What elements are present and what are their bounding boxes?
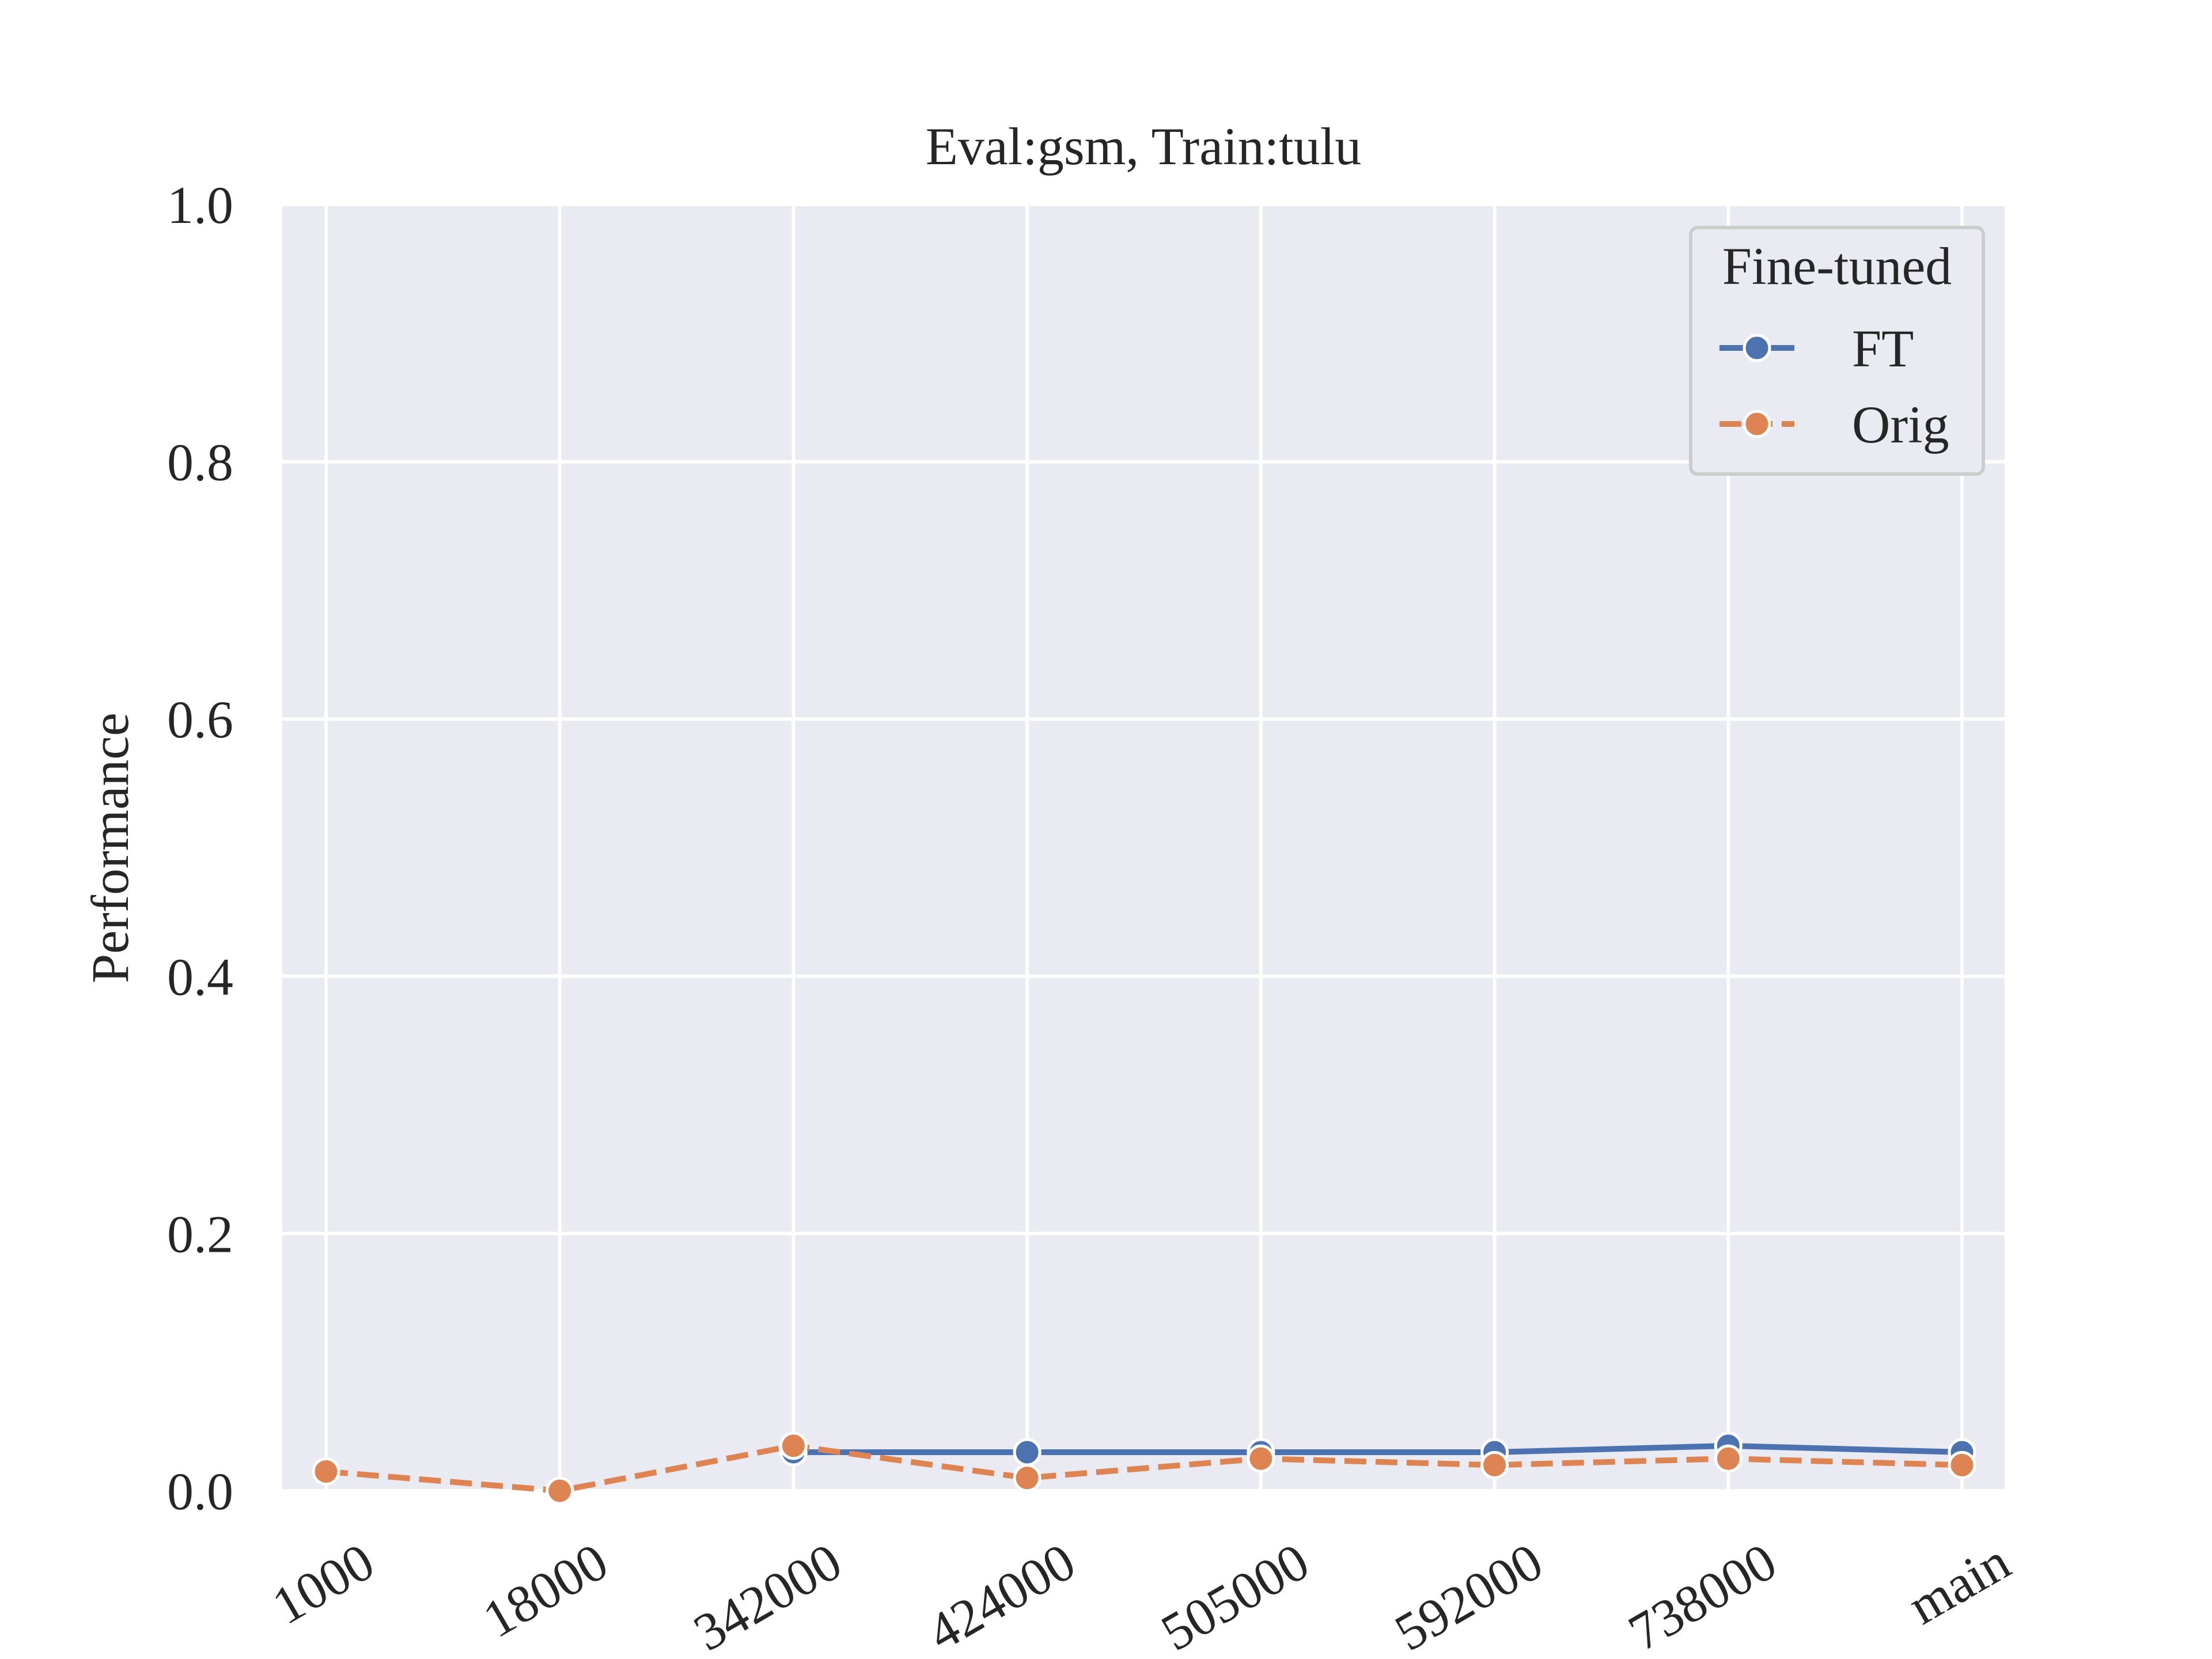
x-tick-labels: 1000 18000 342000 424000 505000 592000 738000 m… (263, 1532, 2020, 1659)
y-tick-label: 0.0 (167, 1462, 233, 1521)
y-tick-label: 0.8 (167, 433, 233, 492)
data-point (1013, 1464, 1041, 1493)
legend-marker (1743, 334, 1771, 362)
x-tick-label: 18000 (474, 1532, 618, 1649)
x-tick-label: 592000 (1385, 1532, 1552, 1659)
chart-title: Eval:gsm, Train:tulu (926, 117, 1362, 176)
data-point (1013, 1438, 1041, 1467)
x-tick-label: 505000 (1152, 1532, 1319, 1659)
legend-marker (1743, 410, 1771, 438)
x-tick-label: main (1899, 1532, 2020, 1635)
x-tick-label: 342000 (684, 1532, 851, 1659)
y-tick-label: 0.4 (167, 948, 233, 1006)
series-orig (312, 1431, 1976, 1505)
legend-label: FT (1852, 319, 1914, 378)
legend: Fine-tuned FT Orig (1689, 226, 1985, 476)
legend-entry-ft: FT (1719, 319, 1914, 378)
y-axis-label: Performance (81, 713, 139, 983)
y-tick-labels: 0.0 0.2 0.4 0.6 0.8 1.0 (167, 176, 233, 1521)
series-layer (312, 1431, 1976, 1505)
data-point (312, 1457, 340, 1486)
data-point (1948, 1450, 1976, 1479)
series-line-ft (793, 1442, 1963, 1456)
legend-title: Fine-tuned (1722, 237, 1952, 296)
grid (282, 203, 2005, 1493)
legend-label: Orig (1852, 395, 1949, 454)
data-point (1480, 1450, 1509, 1479)
y-tick-label: 0.6 (167, 690, 233, 749)
legend-entries: FT Orig (1719, 319, 1949, 454)
y-tick-label: 1.0 (167, 176, 233, 234)
data-point (1714, 1444, 1743, 1473)
y-tick-label: 0.2 (167, 1205, 233, 1263)
x-tick-label: 1000 (263, 1532, 384, 1635)
x-tick-label: 424000 (918, 1532, 1085, 1659)
data-point (546, 1476, 574, 1505)
x-tick-label: 738000 (1619, 1532, 1786, 1659)
data-point (779, 1431, 808, 1460)
data-point (1247, 1444, 1275, 1473)
legend-entry-orig: Orig (1719, 395, 1949, 454)
series-line-orig (325, 1442, 1963, 1494)
